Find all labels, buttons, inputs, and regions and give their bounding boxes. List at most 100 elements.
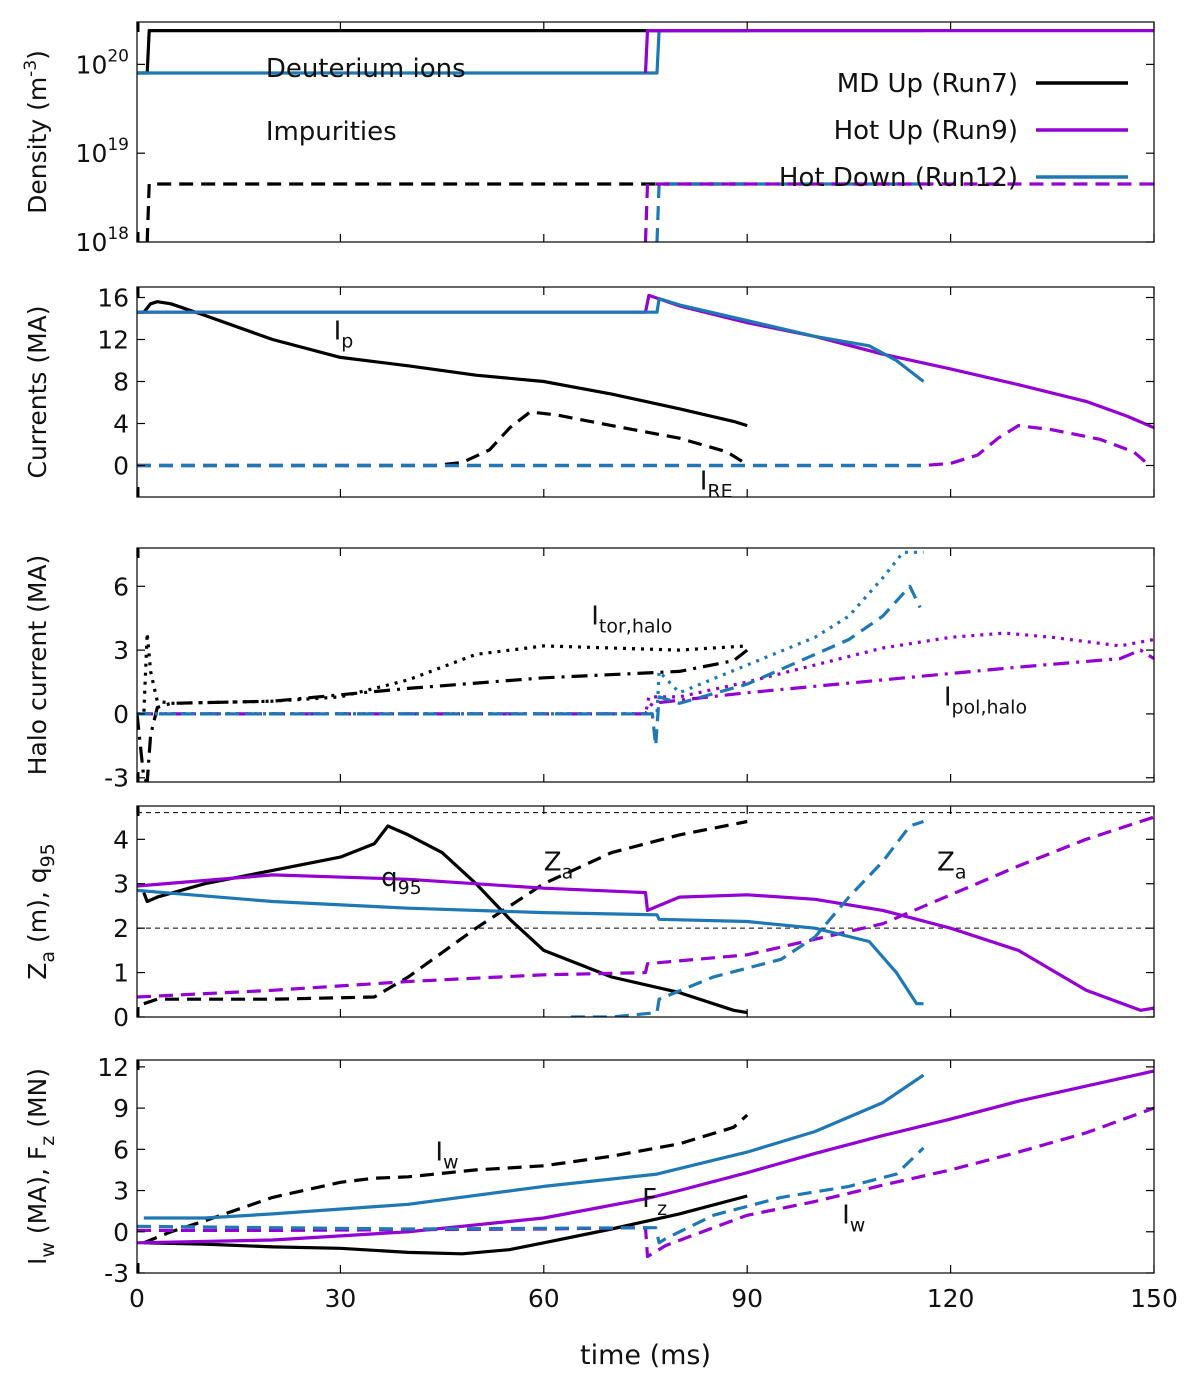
annotation-text: Impurities — [266, 117, 397, 147]
y-tick-label: 12 — [97, 1053, 129, 1082]
annotation-text: q — [381, 863, 398, 893]
y-tick-label: 0 — [113, 1003, 129, 1032]
x-tick-label: 90 — [731, 1284, 763, 1313]
series-line — [137, 815, 1154, 999]
series-line — [137, 297, 925, 383]
x-tick-label: 60 — [528, 1284, 560, 1313]
y-tick-label: 3 — [113, 1177, 129, 1206]
annotation-text: I — [842, 1201, 850, 1231]
y-tick-label: 8 — [113, 368, 129, 397]
annotation-text: I — [700, 467, 708, 497]
x-tick-label: 30 — [324, 1284, 356, 1313]
series-line — [137, 648, 749, 782]
plot-frame — [136, 805, 1155, 1018]
y-tick-label: 9 — [113, 1094, 129, 1123]
y-tick-base: 10 — [76, 139, 108, 168]
annotation-text: Deuterium ions — [266, 54, 466, 84]
plot-frame — [136, 21, 1155, 243]
annotation: q95 — [381, 863, 422, 899]
y-tick-exp: 18 — [107, 224, 129, 244]
series-line — [137, 1146, 925, 1245]
y-tick-label: 0 — [113, 700, 129, 729]
annotation: Impurities — [266, 117, 397, 147]
y-tick-exp: 20 — [107, 46, 129, 66]
y-label-tail2: (MN) — [23, 1068, 52, 1136]
series-line — [142, 824, 748, 1015]
y-axis-label: Currents (MA) — [23, 305, 52, 478]
y-tick-label: 6 — [113, 1135, 129, 1164]
series-line — [137, 1069, 1154, 1245]
x-tick-label: 150 — [1130, 1284, 1178, 1313]
series-line — [143, 1113, 749, 1245]
y-label-text: Density (m — [23, 77, 52, 214]
y-tick-base: 10 — [76, 228, 108, 257]
y-tick-label: 1020 — [76, 46, 129, 79]
y-tick-label: 0 — [113, 452, 129, 481]
legend-label: Hot Up (Run9) — [834, 116, 1018, 146]
y-tick-label: 2 — [113, 914, 129, 943]
annotation-sub: w — [443, 1151, 459, 1173]
annotation-text: F — [642, 1184, 657, 1214]
annotation-text: Z — [937, 847, 955, 877]
annotation-text: I — [334, 317, 342, 347]
annotation-sub: 95 — [398, 877, 422, 899]
y-tick-label: -3 — [104, 764, 129, 793]
y-tick-base: 10 — [76, 50, 108, 79]
series-line — [137, 550, 924, 716]
series-line — [137, 888, 924, 1006]
y-axis-label: Halo current (MA) — [23, 555, 52, 776]
y-label-tail: ) — [23, 50, 52, 60]
y-label-sub: a — [37, 951, 59, 963]
y-tick-label: 3 — [113, 870, 129, 899]
series-group — [137, 1069, 1154, 1259]
annotation: Itor,halo — [591, 602, 672, 638]
series-line — [137, 29, 924, 75]
series-line — [643, 29, 1154, 74]
annotation: Deuterium ions — [266, 54, 466, 84]
annotation: Fz — [642, 1184, 667, 1220]
series-line — [137, 648, 1154, 716]
annotation-sub: w — [850, 1215, 866, 1237]
annotation: Za — [937, 847, 966, 883]
series-group — [137, 293, 1154, 468]
y-tick-label: 16 — [97, 284, 129, 313]
series-line — [137, 584, 922, 748]
y-label-text: Z — [23, 963, 52, 980]
y-label-tail: (m), q — [23, 867, 52, 951]
y-label-text: Halo current (MA) — [23, 555, 52, 776]
annotation-text: I — [591, 602, 599, 632]
series-line — [137, 873, 1154, 1012]
y-tick-label: 4 — [113, 825, 129, 854]
series-group — [137, 550, 1154, 782]
series-line — [570, 819, 925, 1017]
annotation-sub: RE — [707, 481, 732, 503]
annotation: Iw — [435, 1137, 458, 1173]
annotation-sub: tor,halo — [599, 616, 673, 638]
legend: MD Up (Run7) Hot Up (Run9) Hot Down (Run12… — [779, 69, 1128, 193]
series-line — [143, 1073, 925, 1220]
y-tick-label: 1 — [113, 959, 129, 988]
series-line — [143, 1194, 748, 1256]
y-tick-label: 0 — [113, 1218, 129, 1247]
y-label-sub: w — [37, 1242, 59, 1258]
plot-frame — [136, 286, 1155, 498]
y-tick-exp: 19 — [107, 135, 129, 155]
y-axis-label: Iw (MA), Fz (MN) — [23, 1068, 59, 1265]
y-label-tail: (MA), F — [23, 1146, 52, 1242]
y-tick-label: 1019 — [76, 135, 129, 168]
series-group — [137, 815, 1154, 1017]
series-line — [137, 631, 748, 716]
annotation: Ip — [334, 317, 354, 353]
annotation: IRE — [700, 467, 733, 503]
y-axis-label: Density (m-3) — [21, 50, 52, 214]
legend-label: MD Up (Run7) — [837, 69, 1018, 99]
plot-frame — [136, 547, 1155, 783]
annotation-sub: a — [955, 861, 967, 883]
annotation-text: I — [944, 682, 952, 712]
y-tick-label: 12 — [97, 326, 129, 355]
annotation-text: Z — [544, 847, 562, 877]
